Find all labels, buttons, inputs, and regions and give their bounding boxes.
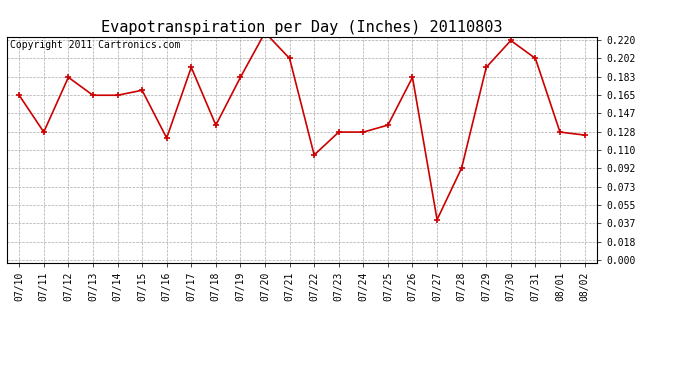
Title: Evapotranspiration per Day (Inches) 20110803: Evapotranspiration per Day (Inches) 2011… bbox=[101, 20, 502, 35]
Text: Copyright 2011 Cartronics.com: Copyright 2011 Cartronics.com bbox=[10, 40, 180, 50]
